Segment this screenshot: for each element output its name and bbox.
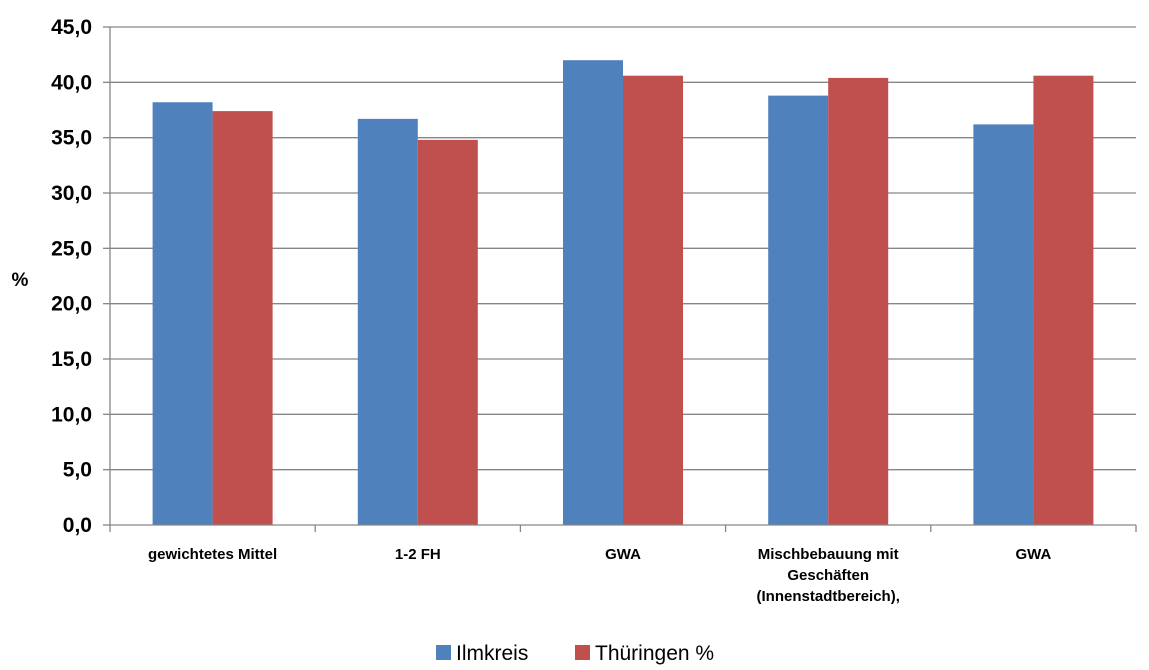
bar-ilmkreis (152, 102, 213, 526)
y-tick-label: 45,0 (51, 16, 92, 39)
bar-thueringen (417, 139, 478, 525)
x-tick-label: Mischbebauung mit Geschäften (Innenstadtbe… (757, 546, 900, 605)
x-tick-label-line: (Innenstadtbereich), (757, 588, 900, 605)
axes (103, 26, 1137, 532)
bars (152, 60, 1094, 526)
x-tick-label-line: gewichtetes Mittel (148, 546, 277, 563)
y-tick-label: 10,0 (51, 403, 92, 426)
bar-thueringen (623, 75, 683, 526)
legend-label: Thüringen % (595, 642, 714, 665)
y-tick-label: 5,0 (63, 459, 92, 482)
y-tick-label: 15,0 (51, 348, 92, 371)
x-tick-label-line: GWA (605, 546, 641, 563)
x-tick-label-line: 1-2 FH (395, 546, 441, 563)
x-tick-label-line: Geschäften (787, 567, 869, 584)
bar-ilmkreis (768, 95, 829, 525)
y-tick-label: 35,0 (51, 127, 92, 150)
bar-thueringen (1033, 75, 1094, 526)
y-tick-label: 25,0 (51, 237, 92, 260)
x-tick-label-line: Mischbebauung mit (758, 546, 899, 563)
legend: Ilmkreis Thüringen % (436, 642, 714, 665)
y-tick-labels: 0,0 5,0 10,0 15,0 20,0 25,0 30,0 35,0 40,0 45,0 (51, 16, 92, 537)
legend-swatch (575, 645, 590, 660)
x-tick-label: gewichtetes Mittel (148, 546, 277, 563)
y-tick-label: 30,0 (51, 182, 92, 205)
legend-label: Ilmkreis (456, 642, 528, 665)
bar-ilmkreis (563, 60, 623, 525)
x-tick-labels: gewichtetes Mittel 1-2 FH GWA Mischbebauung… (148, 546, 1051, 605)
bar-ilmkreis (357, 118, 418, 525)
bar-ilmkreis (973, 124, 1034, 526)
y-tick-label: 0,0 (63, 514, 92, 537)
y-tick-label: 20,0 (51, 293, 92, 316)
y-tick-label: 40,0 (51, 71, 92, 94)
x-tick-label: 1-2 FH (395, 546, 441, 563)
x-tick-label: GWA (1015, 546, 1051, 563)
x-tick-label-line: GWA (1015, 546, 1051, 563)
y-axis-label: % (12, 270, 29, 291)
legend-swatch (436, 645, 451, 660)
bar-thueringen (828, 77, 889, 525)
x-tick-label: GWA (605, 546, 641, 563)
bar-thueringen (212, 111, 273, 526)
